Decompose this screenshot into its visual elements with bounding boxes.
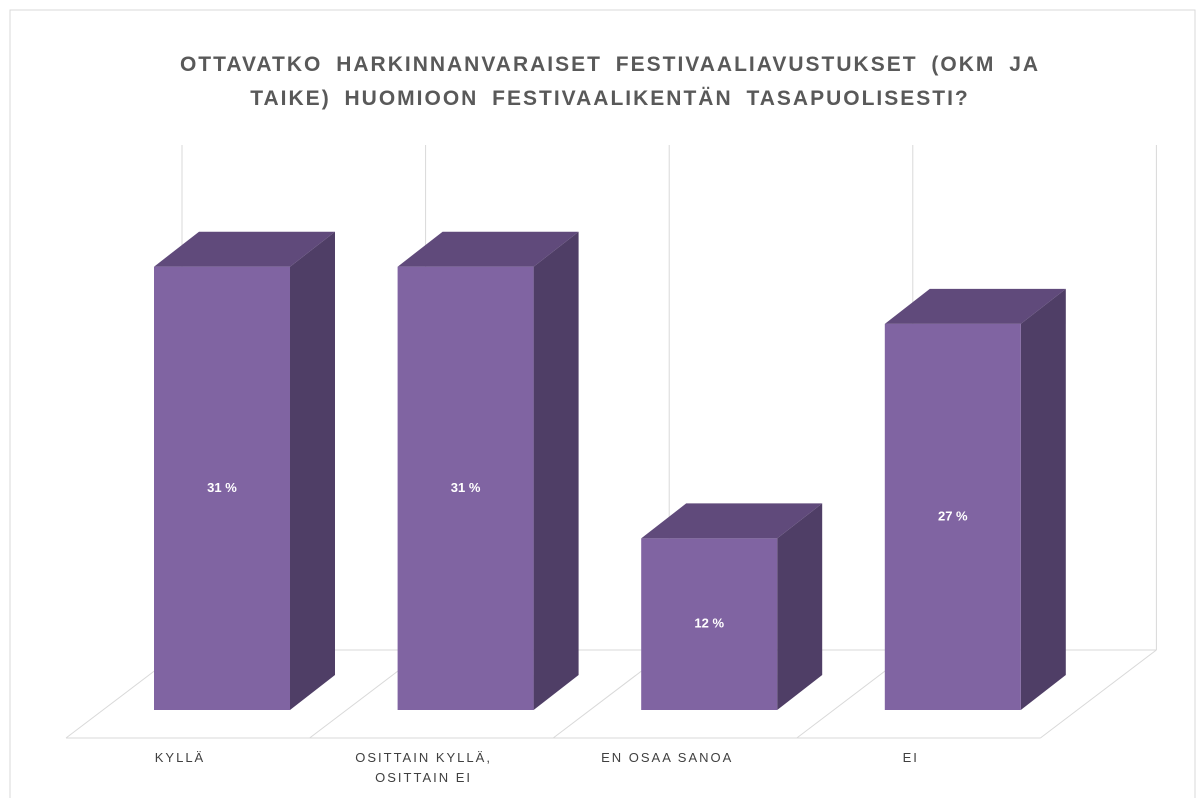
bar-top xyxy=(154,231,335,267)
bar-side xyxy=(777,503,823,710)
x-tick-label: EI xyxy=(902,750,919,765)
bar-top xyxy=(397,231,579,267)
bar xyxy=(641,538,778,710)
value-label: 12 % xyxy=(694,616,724,631)
value-label: 31 % xyxy=(207,480,237,495)
bar-side xyxy=(290,231,335,710)
chart-title: OTTAVATKO HARKINNANVARAISET FESTIVAALIAV… xyxy=(179,53,1041,110)
bar xyxy=(884,323,1021,710)
value-label: 31 % xyxy=(451,480,481,495)
bar-top xyxy=(884,288,1066,324)
bar-top xyxy=(641,503,823,539)
bar xyxy=(154,266,290,710)
x-tick-label: KYLLÄ xyxy=(154,750,206,765)
floor-divider xyxy=(1040,649,1157,739)
x-tick-label: EN OSAA SANOA xyxy=(601,750,734,765)
bar-side xyxy=(533,231,579,710)
value-label: 27 % xyxy=(938,508,968,523)
x-tick-label: OSITTAIN KYLLÄ, OSITTAIN EI xyxy=(355,750,492,785)
bar-side xyxy=(1020,288,1066,710)
bar xyxy=(397,266,534,710)
chart-border xyxy=(9,9,1196,798)
